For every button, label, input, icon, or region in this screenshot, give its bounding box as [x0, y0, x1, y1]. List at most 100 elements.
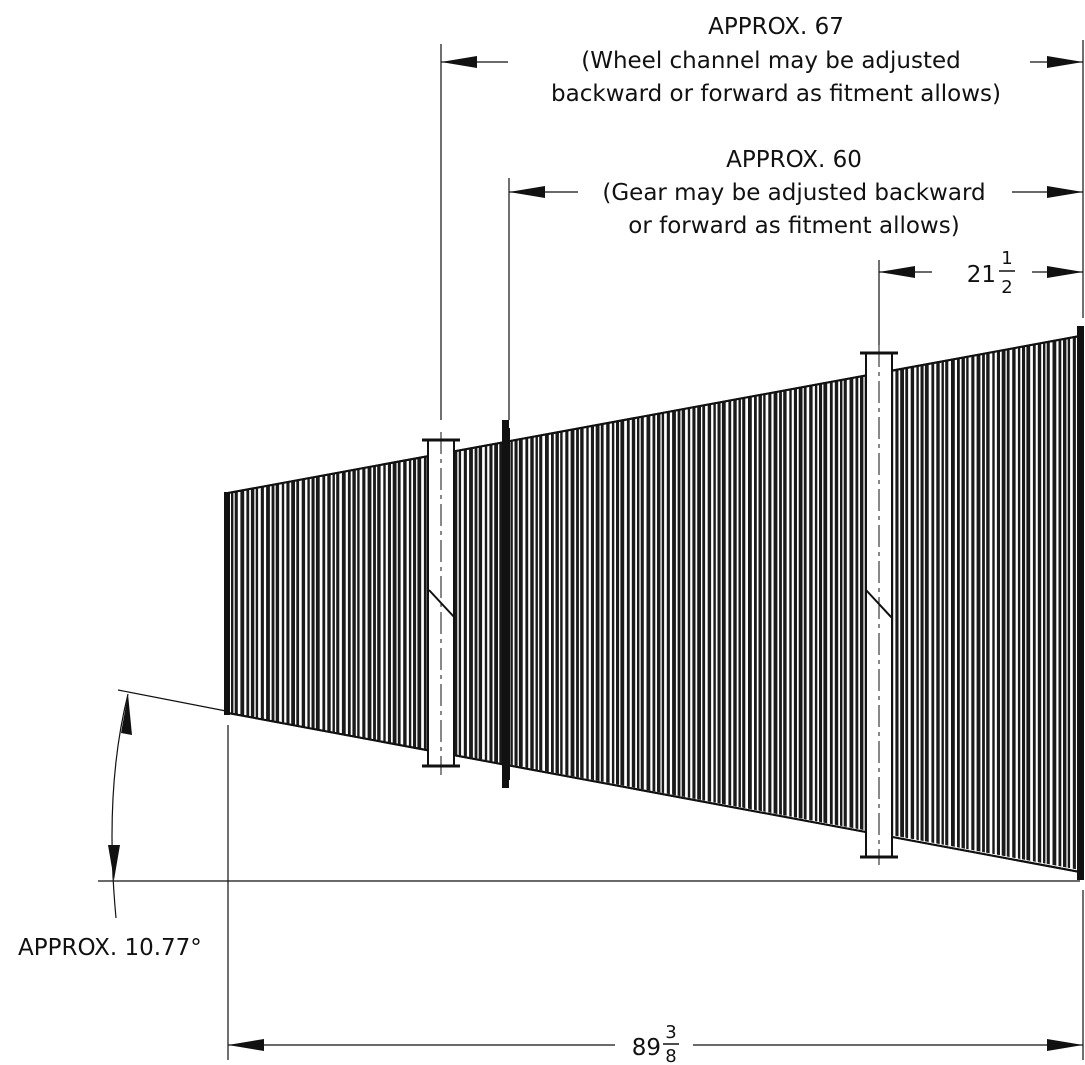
roller [1012, 346, 1016, 862]
roller [576, 426, 579, 780]
roller [829, 380, 833, 828]
roller [392, 460, 397, 746]
roller [565, 428, 569, 778]
roller [417, 456, 422, 751]
roller [570, 427, 575, 779]
roller [783, 388, 787, 819]
roller [920, 363, 924, 845]
roller [1006, 347, 1010, 861]
roller [539, 433, 543, 774]
roller [916, 364, 919, 844]
roller [666, 410, 670, 797]
dimension-60: APPROX. 60 (Gear may be adjusted backwar… [509, 147, 1083, 239]
roller [518, 437, 523, 770]
roller [637, 415, 640, 792]
roller [545, 432, 549, 775]
roller [231, 490, 234, 716]
roller [834, 379, 839, 829]
dim-67-line1: APPROX. 67 [708, 14, 844, 40]
roller [713, 401, 716, 806]
roller [590, 424, 594, 783]
roller [499, 441, 503, 766]
belt-right-end-plate [1077, 326, 1084, 880]
roller [357, 467, 360, 740]
dimension-67: APPROX. 67 (Wheel channel may be adjuste… [441, 14, 1083, 107]
roller [738, 396, 741, 811]
roller [677, 408, 681, 799]
roller [281, 481, 285, 725]
roller [758, 393, 762, 814]
roller [463, 447, 467, 759]
roller [895, 368, 899, 840]
roller [1058, 338, 1062, 870]
roller [311, 475, 315, 731]
dim-89-whole: 89 [632, 1035, 661, 1061]
roller [489, 442, 493, 764]
roller [327, 472, 331, 734]
angle-dimension: APPROX. 10.77° [18, 693, 202, 961]
roller [640, 415, 644, 793]
roller [600, 422, 604, 785]
belt-left-end-plate [224, 492, 230, 715]
roller [1026, 343, 1031, 864]
roller [768, 391, 772, 816]
roller [315, 474, 320, 732]
roller [957, 356, 960, 852]
roller [733, 397, 737, 810]
roller [803, 384, 807, 823]
dim-67-line3: backward or forward as fitment allows) [551, 81, 1001, 107]
roller [1017, 345, 1021, 863]
roller [341, 470, 346, 737]
roller [352, 468, 356, 739]
wheel-channel-bracket-right [860, 345, 898, 865]
roller [413, 456, 417, 750]
roller [347, 468, 351, 738]
dim-67-line2: (Wheel channel may be adjusted [581, 48, 961, 74]
roller [945, 358, 949, 849]
roller [586, 425, 589, 782]
roller [763, 392, 766, 815]
roller [458, 448, 462, 759]
roller [296, 478, 300, 728]
roller [819, 382, 823, 826]
roller [849, 376, 854, 831]
roller [1052, 339, 1057, 869]
belt-rollers [231, 336, 1080, 870]
roller [789, 387, 792, 820]
roller [1063, 337, 1067, 870]
roller [702, 403, 706, 804]
roller [681, 407, 686, 800]
roller [383, 462, 386, 744]
roller [773, 390, 778, 817]
roller [936, 360, 940, 848]
roller [307, 476, 310, 730]
roller [240, 488, 245, 718]
roller [484, 443, 488, 763]
roller [514, 438, 518, 769]
roller [474, 445, 478, 762]
roller [525, 436, 529, 771]
roller [367, 465, 372, 742]
roller [996, 349, 1000, 859]
roller [626, 417, 630, 790]
roller [798, 385, 803, 822]
roller [1037, 341, 1042, 867]
roller [843, 377, 847, 830]
roller [250, 486, 255, 720]
roller [260, 485, 264, 722]
roller [931, 361, 935, 847]
roller [423, 454, 427, 752]
roller [271, 483, 275, 724]
roller [982, 352, 985, 856]
roller [1032, 342, 1036, 866]
roller [992, 350, 995, 858]
roller [595, 423, 600, 784]
roller [652, 412, 656, 795]
roller [373, 464, 376, 743]
roller [266, 484, 270, 723]
angle-label: APPROX. 10.77° [18, 935, 202, 961]
roller [275, 482, 280, 724]
dimension-21-1-2: 21 1 2 [879, 248, 1083, 298]
roller [551, 431, 554, 776]
roller [721, 400, 726, 808]
